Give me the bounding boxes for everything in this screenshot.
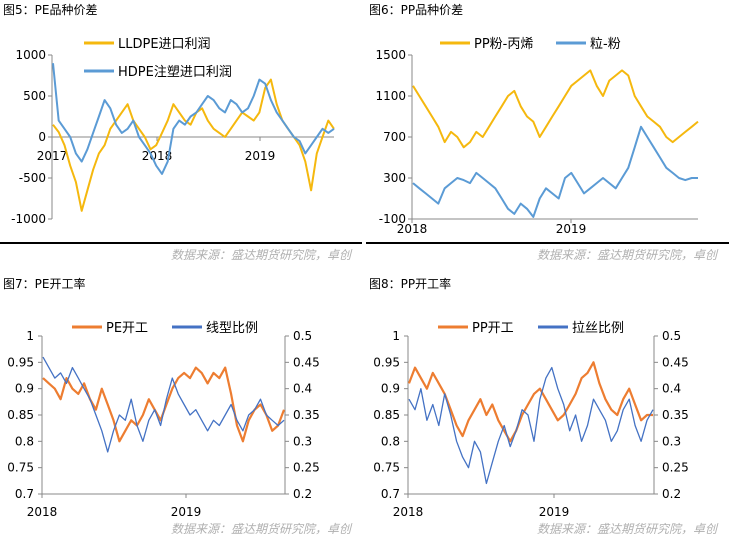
y-right-tick-label: 0.45 — [662, 355, 689, 369]
y-tick-label: 1500 — [375, 48, 406, 62]
chart-panel-pe-operating-rate: 图7：PE开工率 1 0.95 0.9 0.85 0.8 0.75 0.7 0.5 0.45 0.… — [0, 274, 365, 548]
chart-panel-pe-spread: 图5：PE品种价差 1000 500 0 -500 -1000 2017 2018 2019 L… — [0, 0, 365, 274]
y-right-tick-label: 0.3 — [293, 434, 312, 448]
y-left-tick-label: 1 — [26, 329, 34, 343]
y-right-tick-label: 0.2 — [662, 487, 681, 501]
y-left-tick-label: 0.8 — [15, 434, 34, 448]
y-right-tick-label: 0.4 — [662, 382, 681, 396]
chart-svg: 1 0.95 0.9 0.85 0.8 0.75 0.7 0.5 0.45 0.4 0.35 0.3 0… — [373, 321, 689, 519]
y-left-tick-label: 0.7 — [381, 487, 400, 501]
y-right-tick-label: 0.25 — [293, 461, 320, 475]
y-left-tick-label: 0.7 — [15, 487, 34, 501]
y-tick-label: -500 — [19, 171, 46, 185]
series-line-0 — [407, 361, 653, 443]
chart-panel-pp-spread: 图6：PP品种价差 1500 1100 700 300 -100 2018 2019 PP粉-… — [366, 0, 731, 274]
x-tick-label: 2017 — [37, 149, 68, 163]
series-line-1 — [412, 125, 698, 218]
y-tick-label: 500 — [23, 89, 46, 103]
y-tick-label: 0 — [38, 130, 46, 144]
y-right-tick-label: 0.5 — [662, 329, 681, 343]
source-note: 数据来源：盛达期货研究院，卓创 — [536, 522, 717, 536]
legend-label: PP粉-丙烯 — [474, 37, 533, 52]
chart-title: 图6：PP品种价差 — [369, 3, 464, 17]
legend-label: 拉丝比例 — [572, 321, 624, 336]
chart-title: 图5：PE品种价差 — [3, 3, 98, 17]
x-tick-label: 2019 — [556, 222, 587, 236]
y-right-tick-label: 0.35 — [662, 408, 689, 422]
y-right-tick-label: 0.35 — [293, 408, 320, 422]
x-tick-label: 2018 — [397, 222, 428, 236]
y-right-tick-label: 0.4 — [293, 382, 312, 396]
chart-panel-pp-operating-rate: 图8：PP开工率 1 0.95 0.9 0.85 0.8 0.75 0.7 0.5 0.45 0.… — [366, 274, 731, 548]
source-note: 数据来源：盛达期货研究院，卓创 — [536, 248, 717, 262]
y-right-tick-label: 0.3 — [662, 434, 681, 448]
divider — [0, 242, 362, 244]
x-tick-label: 2018 — [393, 505, 424, 519]
y-left-tick-label: 0.75 — [373, 461, 400, 475]
source-note: 数据来源：盛达期货研究院，卓创 — [170, 248, 351, 262]
y-right-tick-label: 0.45 — [293, 355, 320, 369]
series-line-1 — [52, 63, 335, 175]
x-tick-label: 2019 — [171, 505, 202, 519]
legend-label: 粒-粉 — [590, 37, 621, 52]
y-tick-label: 1000 — [15, 48, 46, 62]
x-tick-label: 2019 — [539, 505, 570, 519]
y-tick-label: 700 — [383, 130, 406, 144]
series-line-1 — [408, 366, 654, 485]
y-left-tick-label: 0.85 — [7, 408, 34, 422]
legend-label: PE开工 — [106, 321, 148, 336]
series-line-0 — [412, 69, 699, 149]
legend-label: 线型比例 — [206, 321, 258, 336]
chart-title: 图7：PE开工率 — [3, 277, 86, 291]
source-note: 数据来源：盛达期货研究院，卓创 — [170, 522, 351, 536]
series-line-1 — [42, 356, 285, 453]
y-left-tick-label: 0.9 — [381, 382, 400, 396]
y-tick-label: 1100 — [375, 89, 406, 103]
x-tick-label: 2018 — [27, 505, 58, 519]
chart-svg: 1 0.95 0.9 0.85 0.8 0.75 0.7 0.5 0.45 0.4 0.35 0.3 0… — [7, 321, 320, 519]
y-right-tick-label: 0.25 — [662, 461, 689, 475]
chart-title: 图8：PP开工率 — [369, 277, 452, 291]
y-right-tick-label: 0.5 — [293, 329, 312, 343]
y-tick-label: 300 — [383, 171, 406, 185]
y-left-tick-label: 1 — [392, 329, 400, 343]
y-left-tick-label: 0.85 — [373, 408, 400, 422]
series-line-0 — [52, 78, 335, 212]
legend-label: PP开工 — [472, 321, 514, 336]
y-left-tick-label: 0.75 — [7, 461, 34, 475]
legend-label: LLDPE进口利润 — [118, 37, 211, 52]
y-left-tick-label: 0.8 — [381, 434, 400, 448]
x-tick-label: 2019 — [245, 149, 276, 163]
y-left-tick-label: 0.95 — [7, 355, 34, 369]
y-left-tick-label: 0.95 — [373, 355, 400, 369]
divider — [366, 242, 729, 244]
legend-label: HDPE注塑进口利润 — [118, 65, 232, 80]
y-tick-label: -1000 — [11, 212, 46, 226]
y-tick-label: -100 — [379, 212, 406, 226]
y-left-tick-label: 0.9 — [15, 382, 34, 396]
y-right-tick-label: 0.2 — [293, 487, 312, 501]
